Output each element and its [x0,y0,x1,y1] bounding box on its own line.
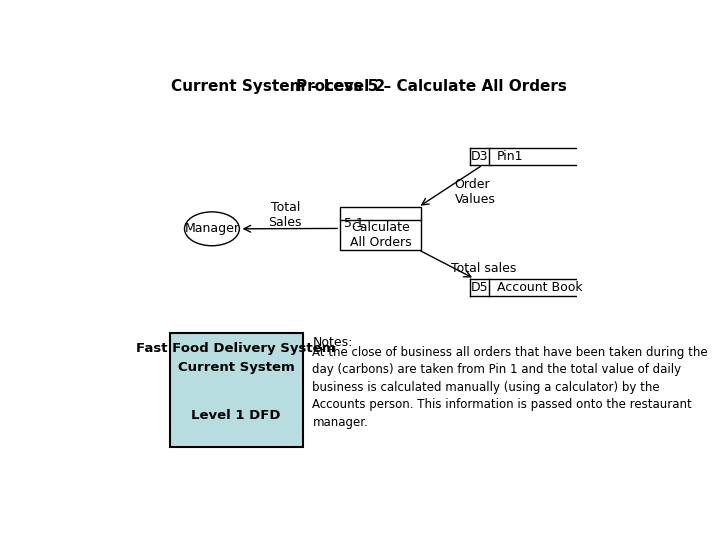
Text: 5.1: 5.1 [343,217,364,230]
Text: Manager: Manager [184,222,240,235]
Bar [170,333,302,447]
Text: Account Book: Account Book [498,281,582,294]
Text: Level 1 DFD: Level 1 DFD [192,409,281,422]
Text: D5: D5 [470,281,488,294]
Text: At the close of business all orders that have been taken during the
day (carbons: At the close of business all orders that… [312,346,708,429]
Text: D3: D3 [471,150,488,163]
Text: Total sales: Total sales [451,262,516,275]
Ellipse shape [184,212,239,246]
Text: Notes:: Notes: [312,336,353,349]
Text: Process 5 – Calculate All Orders: Process 5 – Calculate All Orders [296,79,567,93]
Text: Fast Food Delivery System: Fast Food Delivery System [137,342,336,355]
Text: Current System – Level 2: Current System – Level 2 [171,79,386,93]
Text: Current System: Current System [178,361,294,374]
Text: Pin1: Pin1 [498,150,523,163]
Text: Order
Values: Order Values [454,178,495,206]
Text: Calculate
All Orders: Calculate All Orders [350,220,411,248]
Text: Total
Sales: Total Sales [269,201,302,229]
Bar [340,207,421,249]
